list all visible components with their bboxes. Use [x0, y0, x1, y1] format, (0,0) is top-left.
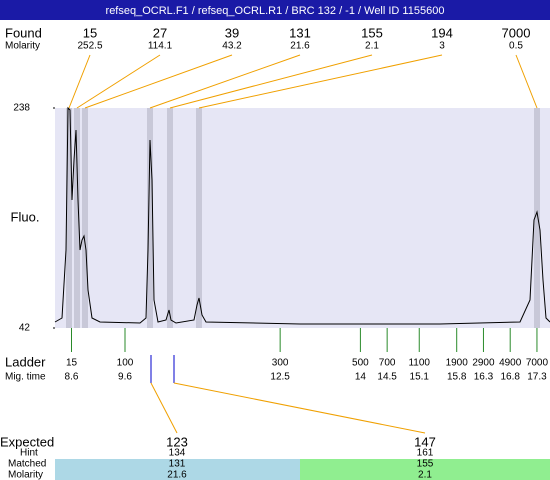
found-molarity: 252.5	[77, 41, 102, 52]
ladder-time: 14	[355, 372, 367, 383]
found-size: 194	[431, 25, 453, 40]
peak-connector	[169, 54, 373, 109]
plot-area	[55, 108, 550, 328]
ladder-size: 1900	[446, 358, 469, 369]
y-axis-label: Fluo.	[11, 209, 40, 224]
y-tick-label: 238	[13, 103, 30, 114]
ladder-size: 7000	[526, 358, 549, 369]
molarity-value: 2.1	[418, 470, 432, 480]
ladder-size: 4900	[499, 358, 522, 369]
ladder-time: 12.5	[270, 372, 290, 383]
ladder-time: 8.6	[65, 372, 79, 383]
connector	[173, 382, 426, 434]
ladder-time: 9.6	[118, 372, 132, 383]
expected-label: Expected	[0, 434, 54, 449]
ladder-time: 17.3	[527, 372, 547, 383]
found-molarity: 43.2	[222, 41, 242, 52]
ladder-time: 15.8	[447, 372, 467, 383]
peak-connector	[68, 54, 91, 109]
peak-band	[167, 108, 173, 328]
found-size: 131	[289, 25, 311, 40]
found-label: Found	[5, 25, 42, 40]
matched-value: 131	[169, 459, 186, 470]
peak-connector	[515, 54, 538, 109]
peak-band	[534, 108, 540, 328]
ladder-time: 14.5	[377, 372, 397, 383]
ladder-time: 16.8	[500, 372, 520, 383]
ladder-size: 15	[66, 358, 78, 369]
ladder-label: Ladder	[5, 354, 46, 369]
expected-value: 123	[166, 434, 188, 449]
peak-band	[147, 108, 153, 328]
title: refseq_OCRL.F1 / refseq_OCRL.R1 / BRC 13…	[106, 5, 445, 17]
ladder-size: 700	[379, 358, 396, 369]
ladder-size: 300	[272, 358, 289, 369]
ladder-time: 16.3	[474, 372, 494, 383]
ladder-time: 15.1	[410, 372, 430, 383]
peak-connector	[76, 54, 161, 109]
found-molarity: 2.1	[365, 41, 379, 52]
trace	[54, 106, 550, 325]
found-size: 155	[361, 25, 383, 40]
found-molarity: 21.6	[290, 41, 310, 52]
expected-value: 147	[414, 434, 436, 449]
molarity-label: Molarity	[5, 41, 40, 52]
peak-connector	[84, 54, 233, 109]
found-molarity: 0.5	[509, 41, 523, 52]
hint-value: 134	[169, 448, 186, 459]
found-size: 27	[153, 25, 167, 40]
peak-connector	[198, 54, 443, 109]
peak-band	[82, 108, 88, 328]
peak-band	[74, 108, 80, 328]
title-bar	[0, 0, 550, 20]
found-size: 7000	[502, 25, 531, 40]
y-tick-label: 42	[19, 323, 31, 334]
ladder-size: 500	[352, 358, 369, 369]
peak-band	[66, 108, 72, 328]
matched-value: 155	[417, 459, 434, 470]
molarity-value: 21.6	[167, 470, 187, 480]
matched-label: Matched	[8, 459, 46, 470]
matched-bg	[55, 459, 300, 480]
ladder-size: 2900	[472, 358, 495, 369]
matched-bg	[300, 459, 550, 480]
ladder-size: 100	[117, 358, 134, 369]
hint-value: 161	[417, 448, 434, 459]
found-size: 15	[83, 25, 97, 40]
exp-molarity-label: Molarity	[8, 470, 43, 480]
peak-connector	[149, 54, 301, 109]
connector	[150, 382, 178, 434]
found-size: 39	[225, 25, 239, 40]
hint-label: Hint	[20, 448, 38, 459]
found-molarity: 114.1	[148, 41, 173, 52]
ladder-size: 1100	[408, 358, 430, 369]
found-molarity: 3	[439, 41, 445, 52]
peak-band	[196, 108, 202, 328]
mig-time-label: Mig. time	[5, 372, 46, 383]
